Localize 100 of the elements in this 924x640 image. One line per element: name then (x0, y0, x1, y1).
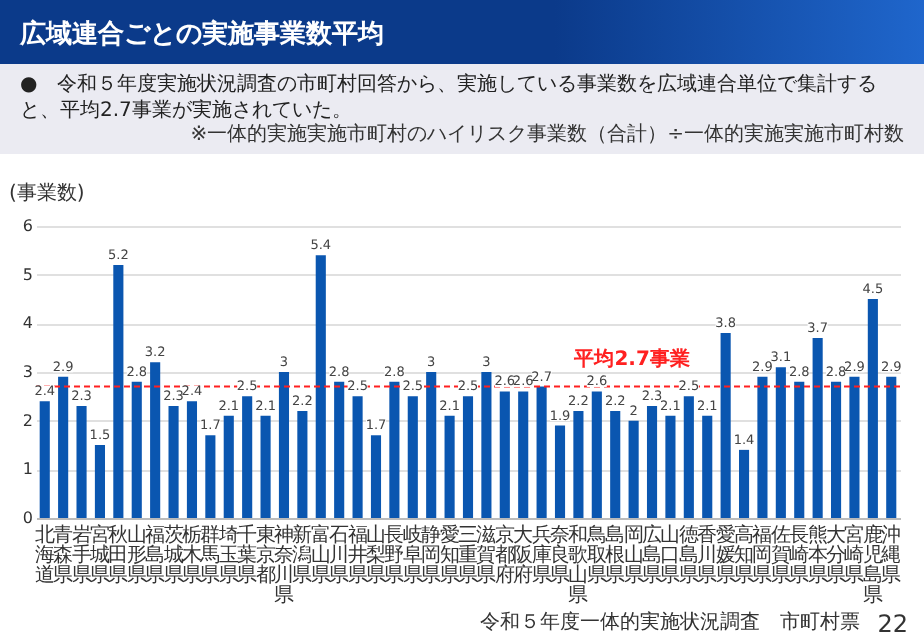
bar (554, 425, 566, 518)
x-tick-label: 富山県 (310, 523, 331, 587)
x-tick-label: 山口県 (660, 523, 681, 587)
x-tick-label: 香川県 (697, 523, 718, 587)
x-tick-label: 福岡県 (752, 523, 773, 587)
bar (131, 381, 142, 518)
x-tick-label: 宮崎県 (844, 523, 865, 587)
bar (407, 396, 418, 518)
x-tick-label: 沖縄県 (879, 523, 902, 587)
bar (168, 406, 179, 518)
x-tick-label: 静岡県 (421, 523, 442, 587)
bar (76, 406, 87, 518)
x-tick-label: 島根県 (605, 523, 626, 587)
bar (720, 333, 731, 518)
bar (775, 367, 786, 518)
bar (94, 445, 106, 518)
bar (628, 420, 639, 518)
x-tick-label: 栃木県 (181, 523, 202, 587)
bar (334, 381, 345, 518)
x-tick-label: 兵庫県 (531, 523, 552, 587)
text: 22 (877, 610, 908, 638)
x-tick-label: 愛媛県 (715, 523, 736, 587)
x-tick-label: 長野県 (384, 525, 405, 587)
x-tick-label: 滋賀県 (476, 523, 497, 587)
bar (683, 396, 694, 518)
bar (646, 406, 658, 518)
x-tick-label: 徳島県 (678, 525, 699, 587)
x-tick-label: 千葉県 (237, 523, 258, 587)
bar (536, 386, 547, 518)
bar (849, 376, 860, 518)
x-tick-label: 鹿児島県 (862, 523, 883, 607)
x-tick-label: 北海道 (34, 523, 55, 587)
bar (794, 381, 805, 518)
bar (867, 299, 878, 518)
bar (242, 396, 253, 518)
x-tick-label: 群馬県 (198, 523, 221, 587)
bar (738, 449, 750, 518)
bar (591, 391, 602, 518)
bar (389, 381, 400, 518)
x-tick-label: 長崎県 (789, 525, 810, 587)
bar (426, 372, 437, 518)
y-tick-label: 6 (22, 217, 33, 235)
x-tick-label: 大分県 (826, 523, 847, 587)
x-tick-label: 広島県 (642, 523, 663, 587)
x-tick-label: 石川県 (329, 525, 350, 587)
bar (58, 376, 69, 518)
y-axis-title: (事業数) (9, 181, 85, 205)
x-tick-label: 岐阜県 (402, 523, 423, 587)
x-tick-label: 大阪府 (513, 523, 534, 587)
bar (830, 381, 842, 518)
bar (186, 401, 198, 518)
x-tick-label: 東京都 (255, 523, 276, 587)
x-tick-label: 福島県 (145, 523, 166, 587)
bar (113, 264, 124, 518)
x-tick-label: 熊本県 (807, 523, 828, 587)
bar (499, 391, 510, 518)
y-tick-label: 5 (22, 265, 33, 284)
y-tick-label: 1 (22, 460, 33, 479)
x-tick-label: 山形県 (126, 523, 147, 587)
bar (444, 415, 455, 518)
chart-subtitle: ● 令和５年度実施状況調査の市町村回答から、実施している事業数を広域連合単位で集計すると、平均2.7事業が実施されていた。 (20, 72, 880, 123)
x-tick-label: 岩手県 (71, 523, 92, 587)
x-tick-label: 高知県 (734, 523, 755, 587)
bar (352, 396, 363, 518)
x-tick-label: 山梨県 (365, 523, 386, 587)
x-tick-label: 佐賀県 (770, 525, 791, 587)
bar (462, 396, 474, 518)
x-tick-label: 岡山県 (623, 525, 644, 587)
text: 令和５年度一体的実施状況調査 市町村票 (480, 609, 860, 636)
x-tick-label: 秋田県 (108, 523, 129, 587)
bar (370, 435, 382, 518)
y-tick-label: 3 (22, 363, 33, 381)
x-tick-label: 和歌山県 (568, 523, 589, 607)
x-tick-label: 奈良県 (550, 525, 571, 587)
bar (481, 372, 492, 518)
y-tick-label: 0 (22, 509, 33, 527)
x-tick-label: 京都府 (494, 523, 515, 587)
x-tick-label: 愛知県 (439, 523, 460, 587)
y-tick-label: 4 (22, 314, 33, 333)
bar (757, 376, 768, 518)
bar (278, 372, 290, 518)
y-tick-label: 2 (22, 411, 33, 430)
x-tick-label: 新潟県 (292, 523, 313, 587)
bar (518, 391, 529, 518)
bar (150, 362, 161, 518)
bar (297, 410, 308, 518)
x-tick-label: 青森県 (53, 523, 74, 587)
bar (223, 415, 234, 518)
bar (812, 337, 823, 518)
chart-title: 広域連合ごとの実施事業数平均 (0, 0, 924, 64)
text: ※一体的実施実施市町村のハイリスク事業数（合計）÷一体的実施実施市町村数 (188, 124, 904, 148)
x-tick-label: 神奈川県 (273, 523, 294, 607)
bar (702, 415, 713, 518)
bar (886, 376, 897, 518)
bar (665, 415, 676, 518)
x-tick-label: 福井県 (347, 523, 368, 587)
bar (205, 435, 216, 518)
bar (260, 415, 271, 518)
bar (573, 410, 584, 518)
x-tick-label: 三重県 (458, 525, 478, 587)
